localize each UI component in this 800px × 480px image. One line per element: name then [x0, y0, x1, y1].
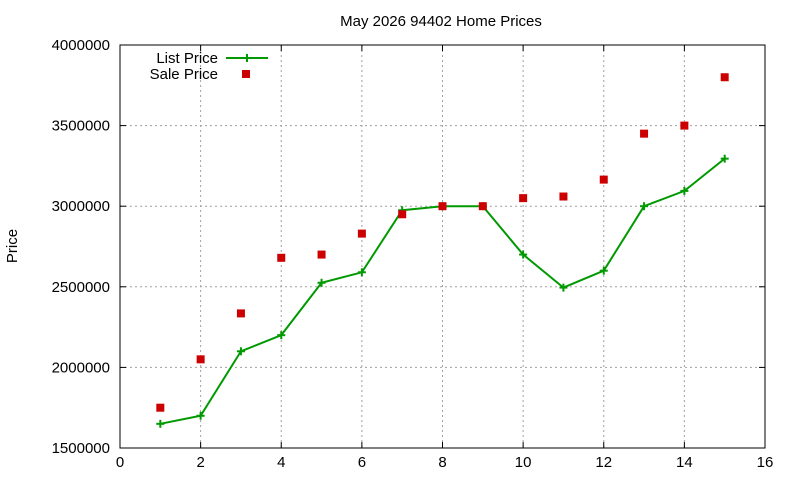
sale-price-point	[680, 121, 689, 130]
y-tick-label: 3500000	[52, 118, 110, 135]
y-tick-label: 4000000	[52, 37, 110, 54]
legend-label: List Price	[156, 50, 218, 67]
sale-price-point	[599, 175, 608, 184]
x-tick-label: 6	[358, 454, 366, 471]
list-price-point	[720, 154, 729, 163]
legend-item-list-price: List Price	[156, 50, 268, 67]
list-price-point	[196, 411, 205, 420]
y-tick-label: 1500000	[52, 440, 110, 457]
x-tick-label: 16	[757, 454, 774, 471]
x-tick-label: 4	[277, 454, 285, 471]
sale-price-point	[519, 194, 528, 203]
grid-lines	[120, 45, 765, 448]
sale-price-point	[156, 403, 165, 412]
data-series	[156, 73, 729, 428]
x-tick-label: 12	[595, 454, 612, 471]
list-price-point	[357, 268, 366, 277]
legend-marker	[242, 70, 250, 78]
sale-price-point	[438, 202, 447, 211]
list-price-point	[680, 186, 689, 195]
axis-ticks: 0 2 4 6 8 10 12 14 16 1500000 2000000 2500000 300000…	[52, 37, 774, 471]
sale-price-point	[640, 129, 649, 138]
sale-price-point	[236, 309, 245, 318]
plot-frame	[119, 44, 766, 449]
sale-price-point	[196, 355, 205, 364]
list-price-point	[599, 266, 608, 275]
list-price-point	[236, 347, 245, 356]
sale-price-point	[277, 253, 286, 262]
legend-label: Sale Price	[150, 66, 218, 83]
chart-title: May 2026 94402 Home Prices	[340, 13, 542, 30]
legend-marker	[243, 54, 251, 62]
legend-item-sale-price: Sale Price	[150, 66, 250, 83]
list-price-point	[156, 419, 165, 428]
sale-price-point	[398, 210, 407, 219]
list-price-point	[317, 278, 326, 287]
sale-price-point	[357, 229, 366, 238]
sale-price-point	[559, 192, 568, 201]
list-price-point	[277, 331, 286, 340]
list-price-point	[559, 283, 568, 292]
list-price-point	[640, 202, 649, 211]
y-tick-label: 3000000	[52, 198, 110, 215]
sale-price-point	[720, 73, 729, 82]
y-tick-label: 2500000	[52, 279, 110, 296]
x-tick-label: 8	[438, 454, 446, 471]
x-tick-label: 14	[676, 454, 693, 471]
x-tick-label: 10	[515, 454, 532, 471]
y-axis-label: Price	[4, 229, 21, 263]
sale-price-point	[478, 202, 487, 211]
x-tick-label: 2	[196, 454, 204, 471]
list-price-point	[519, 250, 528, 259]
x-tick-label: 0	[116, 454, 124, 471]
sale-price-point	[317, 250, 326, 259]
y-tick-label: 2000000	[52, 359, 110, 376]
series-sale-price	[156, 73, 729, 412]
